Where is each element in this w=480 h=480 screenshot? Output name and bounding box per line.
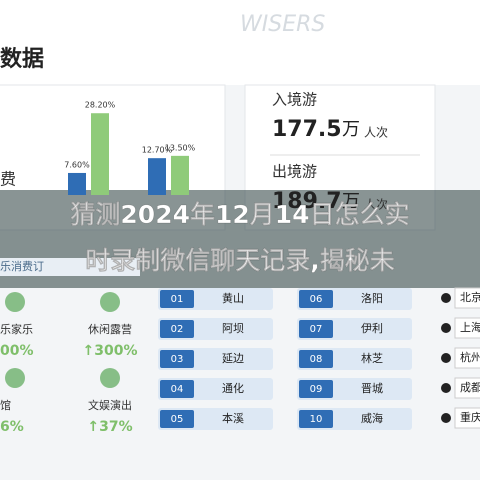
rank-number: 05 — [171, 414, 184, 425]
rank-badge — [160, 350, 194, 368]
watermark: WISERS — [240, 12, 325, 37]
city-pin — [441, 323, 451, 333]
bar-label: 13.50% — [165, 143, 196, 152]
stat-value: 177.5 — [272, 117, 342, 142]
bar — [68, 172, 86, 195]
rank-name: 延边 — [222, 352, 244, 365]
category-icon — [100, 368, 120, 388]
city-pin — [441, 293, 451, 303]
stat-suffix: 人次 — [364, 126, 388, 140]
rank-name: 通化 — [222, 381, 244, 395]
rank-badge — [299, 290, 333, 308]
rank-number: 01 — [171, 294, 184, 305]
rank-name: 林芝 — [361, 351, 383, 365]
city-name: 杭州 — [460, 350, 480, 364]
stat-value: 189.7 — [272, 189, 342, 214]
rank-name: 洛阳 — [361, 291, 383, 305]
stat-unit: 万 — [342, 191, 360, 212]
category-name: 馆 — [0, 398, 11, 412]
city-box — [454, 377, 480, 399]
rank-name: 伊利 — [361, 322, 383, 335]
category-name: 乐家乐 — [0, 322, 33, 336]
category-icon — [5, 292, 25, 312]
stat-suffix: 人次 — [364, 198, 388, 212]
rank-badge — [160, 320, 194, 338]
rank-number: 06 — [310, 294, 323, 305]
overlay-title: 猜测2024年12月14日怎么实 — [69, 200, 409, 229]
rank-badge — [160, 410, 194, 428]
city-pin — [441, 353, 451, 363]
category-name: 文娱演出 — [88, 398, 132, 412]
category-name: 休闲露营 — [88, 322, 132, 336]
city-name: 北京 — [460, 290, 480, 304]
rank-badge — [299, 410, 333, 428]
city-pin — [441, 413, 451, 423]
category-icon — [5, 368, 25, 388]
city-name: 成都 — [460, 381, 480, 394]
rank-badge — [299, 350, 333, 368]
city-pin — [441, 383, 451, 393]
overlay-title: 时录制微信聊天记录,揭秘未 — [85, 246, 395, 275]
bar — [148, 158, 166, 195]
rank-name: 威海 — [361, 411, 383, 425]
bar — [91, 113, 109, 195]
left-label: 费 — [0, 170, 16, 189]
category-change: ↑300% — [83, 343, 138, 359]
rank-number: 04 — [171, 384, 184, 395]
bar-label: 7.60% — [64, 160, 90, 169]
section-label: 乐消费订 — [0, 259, 44, 273]
stat-unit: 万 — [342, 119, 360, 140]
stat-label: 出境游 — [272, 163, 317, 181]
rank-number: 09 — [310, 384, 323, 395]
category-change: ↑37% — [87, 419, 132, 435]
rank-badge — [160, 290, 194, 308]
rank-name: 晋城 — [361, 382, 383, 395]
city-box — [454, 317, 480, 339]
stat-label: 入境游 — [272, 91, 317, 109]
bar-label: 12.70% — [142, 146, 173, 155]
rank-number: 02 — [171, 324, 184, 335]
rank-number: 03 — [171, 354, 184, 365]
bar-label: 28.20% — [85, 101, 116, 110]
bar — [171, 155, 189, 195]
rank-badge — [299, 380, 333, 398]
city-box — [454, 407, 480, 429]
category-change: 6% — [0, 419, 24, 435]
rank-name: 本溪 — [222, 411, 244, 425]
city-name: 上海 — [460, 320, 480, 334]
city-box — [454, 287, 480, 309]
city-name: 重庆 — [460, 410, 480, 424]
section-label-bg — [0, 258, 140, 276]
heading: 数据 — [0, 46, 44, 72]
rank-number: 07 — [310, 324, 323, 335]
category-change: 00% — [0, 343, 34, 359]
rank-name: 阿坝 — [222, 321, 244, 335]
rank-badge — [299, 320, 333, 338]
category-icon — [100, 292, 120, 312]
rank-number: 10 — [310, 414, 323, 425]
rank-name: 黄山 — [222, 291, 244, 305]
city-box — [454, 347, 480, 369]
rank-badge — [160, 380, 194, 398]
rank-number: 08 — [310, 354, 323, 365]
header-area — [0, 0, 480, 85]
